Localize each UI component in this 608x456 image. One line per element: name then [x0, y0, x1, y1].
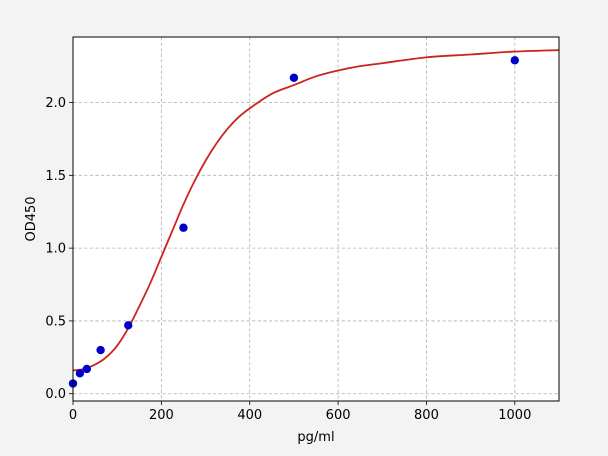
data-point [179, 223, 188, 232]
plot-frame [72, 36, 560, 402]
axis-ticks: 0 200 400 600 800 1000 0.0 0.5 1.0 1.5 2.0 [45, 96, 531, 423]
data-points-layer [68, 56, 520, 388]
y-tick-label: 2.0 [45, 96, 66, 111]
data-point [75, 369, 85, 378]
plot-area [73, 37, 559, 401]
x-tick-label: 0 [69, 408, 77, 423]
y-tick-label: 1.0 [45, 242, 66, 257]
x-tick-label: 1000 [498, 408, 531, 423]
x-tick-label: 600 [326, 408, 351, 423]
data-point [289, 73, 299, 82]
y-tick-label: 0.0 [45, 387, 66, 402]
y-tick-label: 0.5 [45, 314, 66, 329]
x-tick-label: 400 [237, 408, 262, 423]
data-point [510, 56, 520, 65]
data-point [82, 364, 92, 374]
y-tick-label: 1.5 [45, 169, 66, 184]
data-point [96, 345, 105, 355]
x-tick-label: 200 [149, 408, 174, 423]
fitted-curve [72, 49, 560, 372]
y-axis-label: OD450 [24, 196, 39, 241]
x-axis-label: pg/ml [297, 430, 334, 445]
x-tick-label: 800 [414, 408, 439, 423]
data-point [124, 321, 133, 330]
fitted-curve-layer [72, 49, 560, 372]
